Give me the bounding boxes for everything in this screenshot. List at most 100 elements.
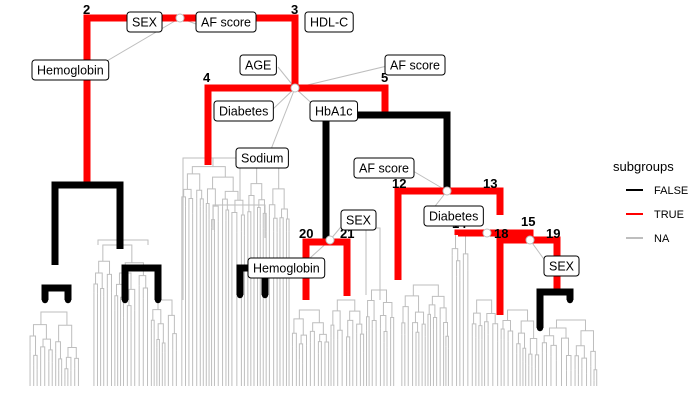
na-branch (415, 331, 420, 354)
na-branch (516, 343, 521, 358)
na-branch (126, 305, 132, 323)
na-branch (473, 312, 481, 326)
split-label: HbA1c (309, 100, 359, 122)
na-branch (142, 287, 149, 304)
false-branch (51, 181, 124, 265)
na-branch (517, 332, 526, 349)
legend: subgroups FALSE TRUE NA (613, 159, 688, 245)
split-label-text: AF score (390, 59, 440, 73)
split-label-text: Sodium (241, 152, 283, 166)
split-label-text: AF score (201, 16, 251, 30)
na-branch (285, 218, 290, 232)
node-id-label: 2 (83, 2, 90, 17)
split-label-text: HbA1c (315, 105, 353, 119)
split-label-box (195, 11, 257, 33)
na-branch (279, 217, 284, 229)
split-label: SEX (340, 209, 377, 231)
na-branch (336, 299, 356, 312)
na-branch (40, 311, 68, 326)
leaf-dot (121, 296, 129, 304)
split-label-box (304, 11, 354, 33)
split-label: Diabetes (423, 205, 484, 227)
na-branch (188, 198, 194, 214)
na-branch (356, 323, 363, 335)
na-branch (273, 217, 278, 233)
split-label: AGE (239, 54, 277, 76)
na-branch (565, 355, 572, 371)
split-label-text: Diabetes (429, 210, 478, 224)
na-branch (240, 214, 245, 236)
split-label-text: AF score (359, 162, 409, 176)
na-branch (412, 322, 419, 333)
split-label-box (309, 100, 359, 122)
na-branch (272, 188, 285, 210)
split-label-box (353, 157, 415, 179)
na-branch (268, 204, 276, 219)
na-branch (507, 330, 514, 346)
na-branch (157, 323, 164, 344)
na-branch (186, 173, 201, 191)
na-branch (172, 333, 177, 351)
false-branch (41, 284, 72, 300)
na-branch (324, 341, 330, 353)
na-branch (257, 207, 261, 224)
na-branch (33, 354, 38, 370)
split-label-text: Hemoglobin (37, 64, 104, 78)
na-branch (298, 343, 304, 364)
na-branch (451, 248, 459, 261)
na-branch (258, 199, 265, 214)
na-branch (492, 323, 499, 342)
na-branch (500, 328, 505, 340)
na-branch (382, 301, 393, 318)
na-branch (74, 357, 79, 371)
split-marker (175, 13, 185, 23)
split-label: SEX (126, 11, 163, 33)
na-branch (541, 342, 547, 354)
na-branch (212, 205, 219, 222)
na-branch (522, 347, 527, 364)
na-branch (100, 288, 105, 297)
split-label-text: Hemoglobin (253, 262, 320, 276)
split-label-text: SEX (346, 214, 372, 228)
na-branch (309, 330, 315, 346)
split-marker (525, 235, 535, 245)
na-branch (291, 332, 297, 349)
na-branch (138, 275, 147, 288)
node-id-label: 12 (392, 176, 406, 191)
false-branch (121, 264, 162, 300)
true-branch (496, 236, 561, 315)
false-branch (322, 111, 451, 242)
na-branch (55, 341, 61, 359)
node-id-label: 4 (203, 70, 211, 85)
na-branch (337, 329, 343, 345)
highlighted-branches (41, 13, 574, 332)
na-branch (456, 260, 461, 281)
na-branch (67, 347, 77, 359)
leaf-dot (261, 291, 269, 299)
na-branch (528, 353, 533, 367)
node-id-label: 19 (546, 226, 560, 241)
na-branch (432, 316, 438, 330)
na-branch (462, 253, 469, 271)
na-branch (561, 337, 569, 356)
split-label: AF score (353, 157, 415, 179)
split-label-box (126, 11, 163, 33)
na-branch (93, 283, 98, 294)
na-branch (281, 208, 288, 219)
na-branch (379, 315, 387, 332)
na-branch (161, 342, 166, 353)
na-branch (486, 313, 496, 324)
na-branch (199, 198, 204, 210)
legend-item: TRUE (626, 209, 684, 221)
na-branch (549, 327, 567, 339)
node-id-label: 3 (291, 2, 298, 17)
split-marker (325, 235, 335, 245)
na-branch (150, 319, 155, 335)
na-branch (476, 299, 493, 314)
split-marker (442, 186, 452, 196)
na-branch (439, 307, 447, 323)
na-branch (250, 183, 263, 200)
na-branch (367, 300, 375, 321)
na-branch (371, 319, 377, 334)
